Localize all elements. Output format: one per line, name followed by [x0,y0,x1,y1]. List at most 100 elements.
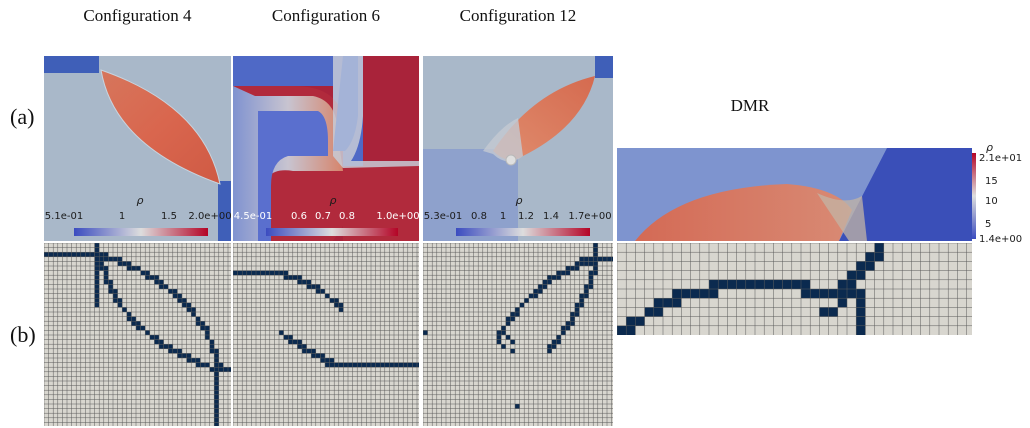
flagged-cell [154,279,159,285]
flagged-cell [496,339,502,345]
colorbar-tick: 0.8 [339,211,355,222]
flagged-cell [108,284,113,289]
flagged-cell [588,284,594,289]
flagged-cell [551,275,557,280]
flagged-cell [103,270,109,276]
flagged-cell [172,293,178,299]
flagged-cell [574,302,580,308]
flagged-cell [745,279,755,289]
flagged-cell [856,261,866,271]
flagged-cell [103,275,109,280]
flagged-cell [279,270,284,276]
flagged-cell [570,312,575,317]
flagged-cell [865,252,875,262]
flagged-cell [607,256,612,262]
flagged-cell [283,270,289,276]
flagged-cell [584,256,589,262]
flagged-cell [302,348,307,354]
flagged-cell [325,358,330,363]
colorbar-tick: 1.5 [161,211,177,222]
flagged-cell [579,256,584,262]
flagged-cell [565,325,571,331]
flagged-cell [168,289,173,294]
flagged-cell [99,256,104,262]
flagged-cell [209,367,215,372]
flagged-cell [565,270,571,276]
flagged-cell [94,279,100,285]
low-density-corner [218,181,231,241]
flagged-cell [533,293,538,299]
flagged-cell [635,316,645,326]
flagged-cell [570,266,575,271]
flagged-cell [117,302,123,308]
flagged-cell [348,362,353,368]
flagged-cell [145,270,150,276]
flagged-cell [113,256,118,262]
flagged-cell [209,348,215,354]
flagged-cell [847,289,857,299]
colorbar-tick: 1.7e+00 [568,211,611,222]
colorbar-tick: 0.7 [315,211,331,222]
flagged-cell [200,362,205,368]
flagged-cell [584,284,589,289]
flagged-cell [218,367,224,372]
flagged-cell [297,279,302,285]
flagged-cell [117,256,123,262]
flagged-cell [501,330,506,335]
flagged-cell [672,298,682,308]
flagged-cell [186,302,192,308]
flagged-cell [828,289,838,299]
flagged-cell [94,298,100,303]
flagged-cell [588,279,594,285]
flagged-cell [228,367,231,372]
flagged-cell [214,390,219,395]
flagged-cell [126,312,132,317]
flagged-cell [233,270,238,276]
flagged-cell [570,316,575,322]
flagged-cell [149,275,155,280]
flagged-cell [672,289,682,299]
flagged-cell [94,270,100,276]
grid-panel-config12 [423,243,613,426]
flagged-cell [177,293,182,299]
mesh-grid [233,243,419,426]
flagged-cell [172,289,178,294]
flagged-cells [423,243,613,409]
flagged-cell [837,279,847,289]
flagged-cell [819,307,829,317]
dmr-title: DMR [730,96,770,115]
grid-panel-config4 [44,243,231,426]
flagged-cell [510,312,515,317]
flagged-cell [561,325,566,331]
flagged-cell [755,279,765,289]
flagged-cell [237,270,243,276]
flagged-cell [561,270,566,276]
flagged-cell [773,279,783,289]
flagged-cell [154,275,159,280]
flagged-cell [611,256,613,262]
flagged-cell [260,270,266,276]
flagged-cell [94,261,100,266]
flagged-cell [67,252,72,257]
flagged-cell [556,339,561,345]
flagged-cell [501,344,506,349]
flagged-cell [154,339,159,345]
flagged-cell [325,293,330,299]
flagged-cell [653,307,663,317]
colorbar-tick: 1.4e+00 [979,234,1022,245]
mesh-grid [44,243,231,426]
flagged-cell [782,279,792,289]
flagged-cell [269,270,275,276]
flagged-cell [515,307,520,312]
flagged-cell [510,348,515,354]
flagged-cell [325,362,330,368]
mesh-lines [233,243,419,426]
flagged-cell [94,302,100,308]
flagged-cell [699,289,709,299]
flagged-cell [505,321,511,326]
flagged-cell [315,353,321,358]
flagged-cell [865,261,875,271]
flagged-cell [505,335,511,340]
flagged-cell [837,298,847,308]
flagged-cell [177,298,182,303]
